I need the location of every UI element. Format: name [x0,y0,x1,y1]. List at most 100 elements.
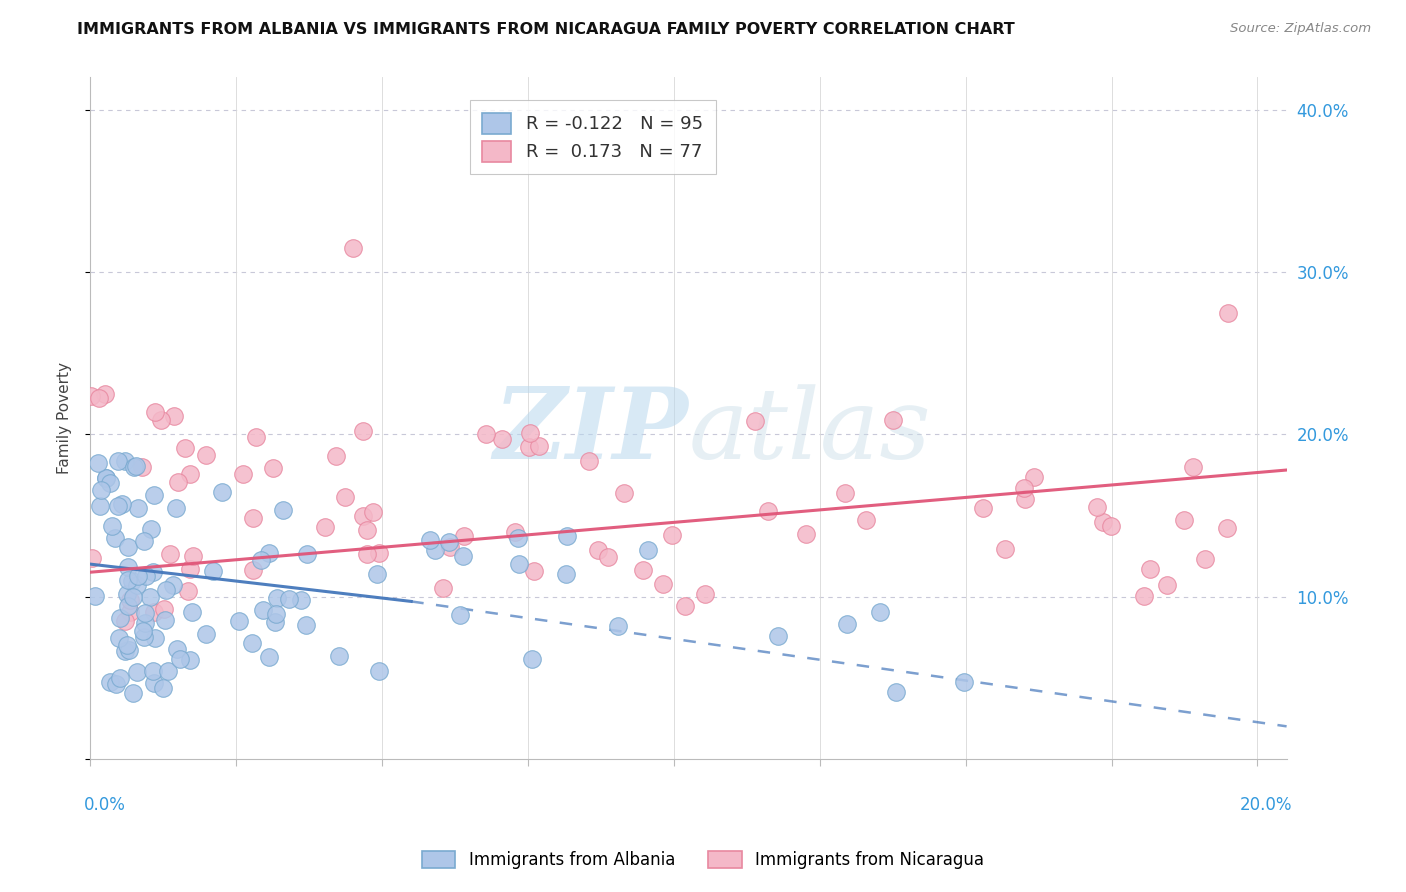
Point [1012,481,1035,495]
Point [125,578,148,592]
Point [98,476,121,491]
Point [240,636,263,650]
Point [87,456,110,470]
Y-axis label: Family Poverty: Family Poverty [58,362,72,475]
Point [114,644,136,658]
Point [179,653,201,667]
Point [142,605,165,619]
Point [794,527,817,541]
Point [855,513,877,527]
Point [176,584,198,599]
Point [250,552,273,566]
Point [278,592,301,607]
Point [142,565,165,579]
Point [517,440,540,454]
Point [266,591,288,605]
Point [555,529,578,543]
Point [163,409,186,423]
Point [242,511,264,525]
Point [506,531,529,545]
Point [107,499,129,513]
Point [1087,500,1109,514]
Point [259,650,281,665]
Point [419,533,441,548]
Point [117,587,139,601]
Point [425,543,447,558]
Point [167,475,190,489]
Point [134,615,156,630]
Point [505,524,527,539]
Point [117,599,139,613]
Point [451,549,474,563]
Text: Source: ZipAtlas.com: Source: ZipAtlas.com [1230,22,1371,36]
Point [98,675,121,690]
Point [1218,306,1240,320]
Point [142,665,165,679]
Point [1156,578,1178,592]
Point [356,547,378,561]
Point [152,681,174,695]
Point [766,629,789,643]
Point [132,624,155,639]
Point [295,547,318,561]
Point [325,450,347,464]
Point [437,535,460,549]
Point [117,573,139,587]
Point [121,574,143,588]
Point [366,566,388,581]
Point [107,631,129,645]
Point [519,426,541,441]
Text: ZIP: ZIP [494,384,689,480]
Point [335,490,357,504]
Point [96,471,118,485]
Text: IMMIGRANTS FROM ALBANIA VS IMMIGRANTS FROM NICARAGUA FAMILY POVERTY CORRELATION : IMMIGRANTS FROM ALBANIA VS IMMIGRANTS FR… [77,22,1015,37]
Point [523,565,546,579]
Point [127,569,149,583]
Point [117,540,139,554]
Point [194,448,217,462]
Point [166,642,188,657]
Point [368,664,391,678]
Point [89,391,111,405]
Legend: R = -0.122   N = 95, R =  0.173   N = 77: R = -0.122 N = 95, R = 0.173 N = 77 [470,100,716,174]
Point [1139,561,1161,575]
Point [439,540,461,554]
Point [527,439,550,453]
Point [135,568,157,582]
Point [89,499,111,513]
Point [432,581,454,595]
Point [631,563,654,577]
Point [314,520,336,534]
Legend: Immigrants from Albania, Immigrants from Nicaragua: Immigrants from Albania, Immigrants from… [412,841,994,880]
Point [80,550,103,565]
Point [143,632,166,646]
Point [202,564,225,578]
Point [155,582,177,597]
Point [578,454,600,468]
Point [125,665,148,680]
Point [122,460,145,475]
Point [195,627,218,641]
Point [453,529,475,543]
Point [613,486,636,500]
Point [117,560,139,574]
Point [159,547,181,561]
Point [834,485,856,500]
Point [228,614,250,628]
Point [150,413,173,427]
Point [232,467,254,482]
Point [449,607,471,622]
Point [181,549,204,563]
Point [1181,460,1204,475]
Point [132,533,155,548]
Point [143,488,166,502]
Point [242,564,264,578]
Point [673,599,696,614]
Point [134,607,156,621]
Point [107,454,129,468]
Point [264,615,287,629]
Point [101,518,124,533]
Point [152,602,174,616]
Point [474,427,496,442]
Point [165,501,187,516]
